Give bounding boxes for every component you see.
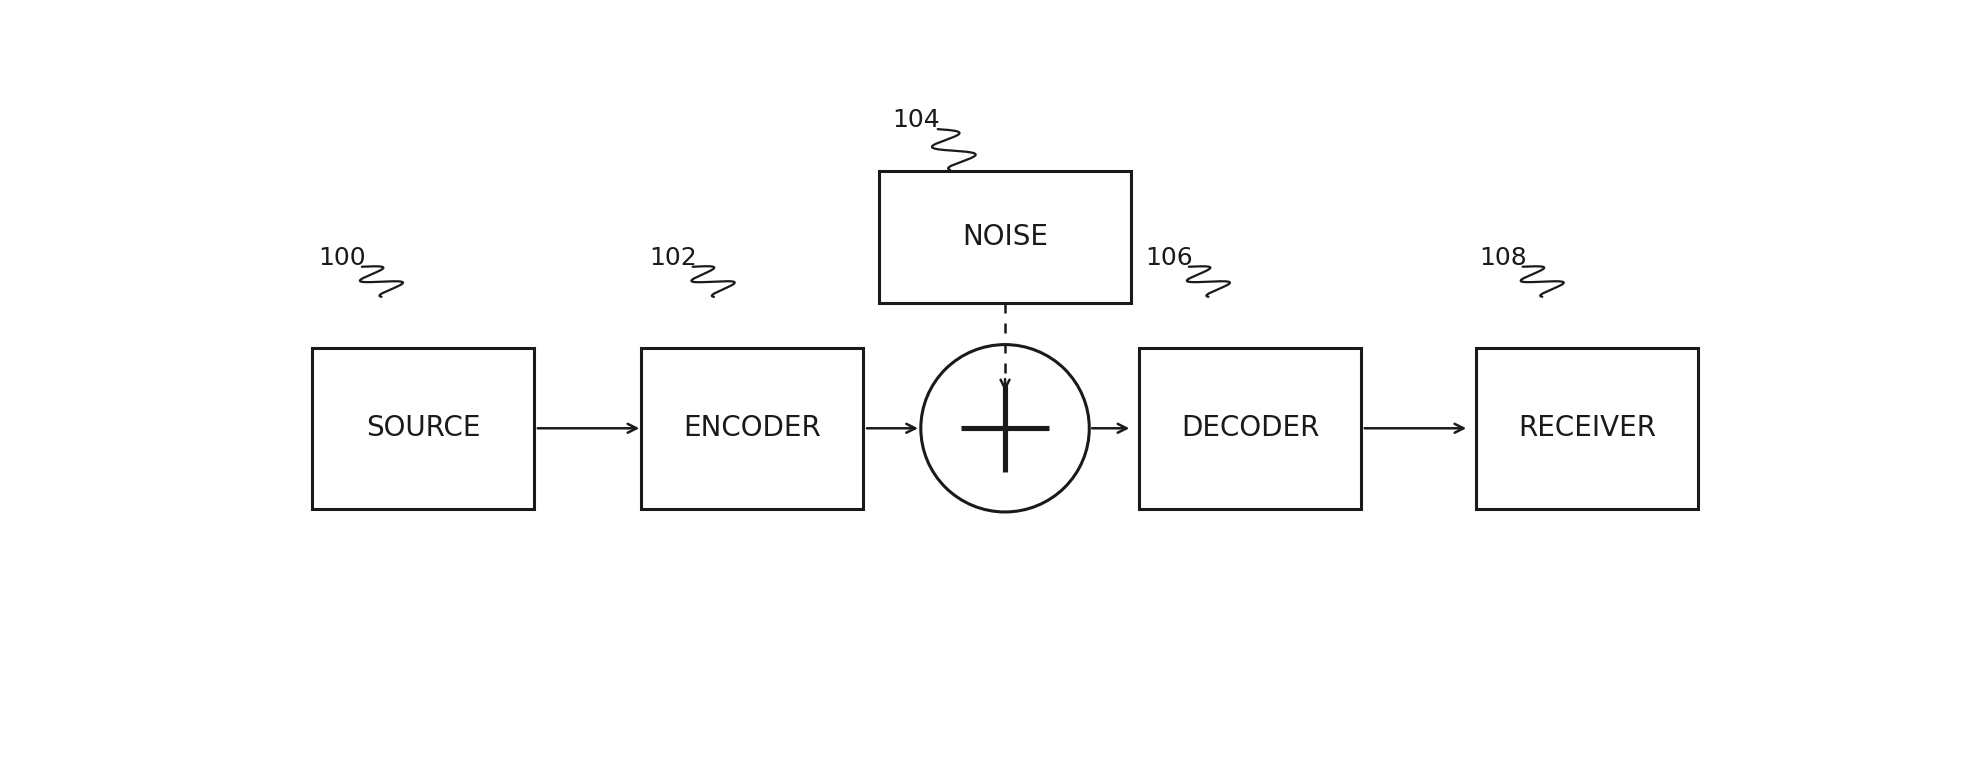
Bar	[879, 171, 1132, 303]
Text: SOURCE: SOURCE	[366, 414, 480, 442]
Bar	[642, 347, 864, 509]
Bar	[312, 347, 534, 509]
Bar	[1476, 347, 1697, 509]
Text: RECEIVER: RECEIVER	[1518, 414, 1656, 442]
Text: 100: 100	[318, 246, 366, 270]
Text: DECODER: DECODER	[1182, 414, 1320, 442]
Text: 102: 102	[648, 246, 698, 270]
Text: 106: 106	[1144, 246, 1194, 270]
Text: NOISE: NOISE	[962, 223, 1047, 251]
Bar	[1138, 347, 1361, 509]
Text: 108: 108	[1478, 246, 1527, 270]
Text: ENCODER: ENCODER	[684, 414, 822, 442]
Text: 104: 104	[893, 108, 941, 132]
Ellipse shape	[921, 344, 1089, 512]
